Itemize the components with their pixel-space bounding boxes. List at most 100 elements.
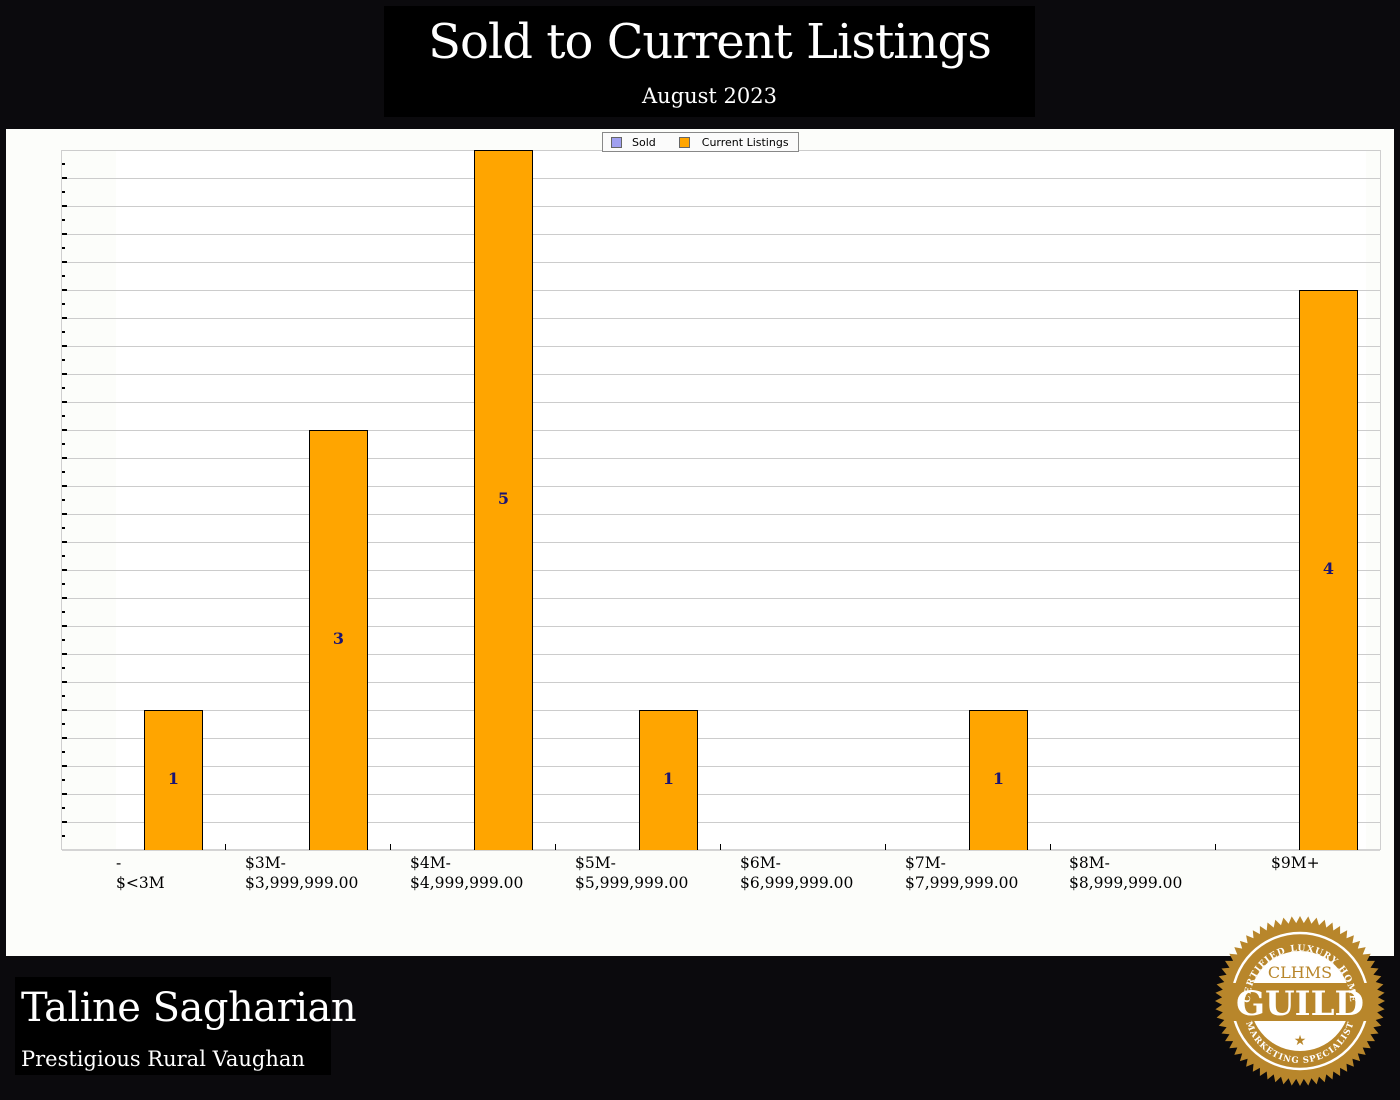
legend-swatch-current-listings (678, 136, 690, 148)
bar-data-label: 1 (167, 769, 180, 788)
y-axis-tick (62, 779, 65, 781)
y-axis-tick (62, 359, 65, 361)
gridline (62, 206, 1380, 207)
gridline (62, 654, 1380, 655)
y-axis-tick (62, 233, 67, 235)
x-axis-tick (390, 844, 391, 850)
y-axis-tick (62, 695, 65, 697)
y-axis-tick (62, 219, 65, 221)
bar-data-label: 3 (332, 629, 345, 648)
y-axis-tick (62, 555, 65, 557)
y-axis-tick (62, 163, 65, 165)
bar-current-listings[interactable]: 1 (639, 710, 698, 850)
y-axis-tick (62, 807, 65, 809)
y-axis-tick (62, 709, 67, 711)
x-axis-tick (720, 844, 721, 850)
y-axis-tick (62, 681, 67, 683)
y-axis-tick (62, 513, 67, 515)
y-axis-tick (62, 387, 65, 389)
gridline (62, 542, 1380, 543)
bar-data-label: 4 (1322, 559, 1335, 578)
x-axis-tick (1050, 844, 1051, 850)
y-axis-tick (62, 261, 67, 263)
gridline (62, 290, 1380, 291)
chart-title: Sold to Current Listings (428, 14, 992, 70)
gridline (62, 598, 1380, 599)
bar-current-listings[interactable]: 1 (969, 710, 1028, 850)
y-axis-tick (62, 751, 65, 753)
gridline (62, 514, 1380, 515)
x-axis-tick (1215, 844, 1216, 850)
legend-swatch-sold (611, 136, 622, 148)
y-axis-tick (62, 303, 65, 305)
agent-info: Taline Sagharian Prestigious Rural Vaugh… (15, 977, 357, 1075)
y-axis-tick (62, 191, 65, 193)
y-axis-tick (62, 345, 67, 347)
title-box: Sold to Current Listings August 2023 (384, 6, 1035, 117)
agent-name: Taline Sagharian (21, 985, 357, 1031)
y-axis-tick (62, 471, 65, 473)
x-axis-label: $9M+ (1271, 854, 1320, 872)
chart-subtitle: August 2023 (642, 84, 777, 108)
y-axis-tick (62, 821, 67, 823)
y-axis-tick (62, 611, 65, 613)
svg-text:CLHMS: CLHMS (1268, 963, 1332, 982)
legend-item-current-listings: Current Listings (678, 135, 789, 149)
gridline (62, 178, 1380, 179)
x-axis-tick (885, 844, 886, 850)
clhms-guild-badge-icon: CLHMS GUILD ★ CERTIFIED LUXURY HOME MARK… (1214, 915, 1386, 1087)
x-axis-tick (555, 844, 556, 850)
bar-current-listings[interactable]: 5 (474, 150, 533, 850)
y-axis-tick (62, 737, 67, 739)
y-axis-tick (62, 331, 65, 333)
bar-data-label: 1 (662, 769, 675, 788)
y-axis-tick (62, 415, 65, 417)
bar-data-label: 5 (497, 489, 510, 508)
y-axis-tick (62, 485, 67, 487)
y-axis-tick (62, 569, 67, 571)
y-axis-tick (62, 639, 65, 641)
y-axis-tick (62, 793, 67, 795)
bar-data-label: 1 (992, 769, 1005, 788)
gridline (62, 570, 1380, 571)
x-axis-label: $5M- $5,999,999.00 (575, 854, 689, 892)
legend-label-current-listings: Current Listings (701, 135, 789, 149)
gridline (62, 710, 1380, 711)
y-axis-tick (62, 541, 67, 543)
gridline (62, 234, 1380, 235)
x-axis-label: $8M- $8,999,999.00 (1069, 854, 1183, 892)
y-axis-tick (62, 527, 65, 529)
plot-area: 1 3 5 1 1 4 (61, 150, 1381, 851)
svg-text:★: ★ (1294, 1033, 1307, 1049)
y-axis-tick (62, 177, 67, 179)
y-axis-tick (62, 625, 67, 627)
gridline (62, 318, 1380, 319)
x-axis-label: $4M- $4,999,999.00 (410, 854, 524, 892)
y-axis-tick (62, 289, 67, 291)
bar-current-listings[interactable]: 4 (1299, 290, 1358, 850)
y-axis-tick (62, 667, 65, 669)
y-axis-tick (62, 597, 67, 599)
x-axis-tick (225, 844, 226, 850)
gridline (62, 794, 1380, 795)
y-axis-tick (62, 317, 67, 319)
y-axis-tick (62, 443, 65, 445)
gridline (62, 430, 1380, 431)
bar-current-listings[interactable]: 1 (144, 710, 203, 850)
y-axis-tick (62, 457, 67, 459)
x-axis-line (62, 849, 1380, 851)
y-axis-tick (62, 401, 67, 403)
gridline (62, 738, 1380, 739)
y-axis-tick (62, 499, 65, 501)
gridline (62, 374, 1380, 375)
gridline (62, 346, 1380, 347)
y-axis-tick (62, 205, 67, 207)
gridline (62, 486, 1380, 487)
y-axis-tick (62, 275, 65, 277)
agent-area: Prestigious Rural Vaughan (21, 1047, 305, 1071)
gridline (62, 402, 1380, 403)
bar-current-listings[interactable]: 3 (309, 430, 368, 850)
x-axis-label: $6M- $6,999,999.00 (740, 854, 854, 892)
legend-label-sold: Sold (632, 135, 656, 149)
chart-legend: Sold Current Listings (602, 132, 799, 152)
